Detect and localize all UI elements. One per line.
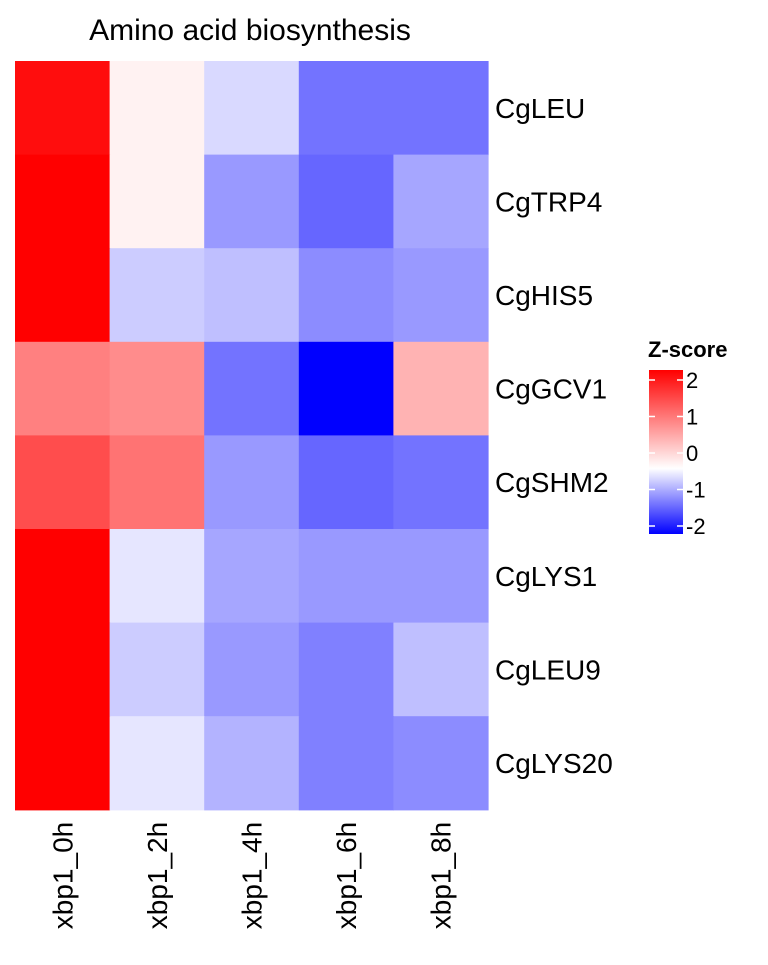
heatmap-cell-CgGCV1-xbp1_0h xyxy=(15,341,111,436)
legend-tick-label: -1 xyxy=(686,478,706,503)
heatmap-cell-CgGCV1-xbp1_8h xyxy=(393,341,489,436)
row-labels: CgLEU CgTRP4 CgHIS5 CgGCV1 CgSHM2 CgLYS1 CgLEU… xyxy=(495,93,613,779)
legend-colorbar xyxy=(649,370,683,534)
heatmap-cell-CgLYS20-xbp1_8h xyxy=(393,716,489,811)
legend-tick-label: -2 xyxy=(686,514,706,539)
heatmap-cell-CgLYS1-xbp1_0h xyxy=(15,529,111,624)
heatmap-cell-CgTRP4-xbp1_6h xyxy=(298,154,394,249)
heatmap-cell-CgLYS20-xbp1_4h xyxy=(204,716,300,811)
heatmap-cell-CgLEU-xbp1_0h xyxy=(15,61,111,156)
row-label: CgSHM2 xyxy=(495,467,609,498)
row-label: CgTRP4 xyxy=(495,186,602,217)
legend-ticks: 2 1 0 -1 -2 xyxy=(649,368,706,539)
heatmap-cell-CgLYS20-xbp1_2h xyxy=(109,716,205,811)
row-label: CgHIS5 xyxy=(495,280,593,311)
heatmap-cell-CgLYS1-xbp1_8h xyxy=(393,529,489,624)
heatmap-cell-CgLEU-xbp1_6h xyxy=(298,61,394,156)
heatmap-cell-CgSHM2-xbp1_2h xyxy=(109,435,205,530)
heatmap-cells xyxy=(15,61,489,811)
heatmap-cell-CgLEU9-xbp1_6h xyxy=(298,622,394,717)
heatmap-cell-CgLYS1-xbp1_6h xyxy=(298,529,394,624)
heatmap-cell-CgLEU9-xbp1_4h xyxy=(204,622,300,717)
heatmap-cell-CgLEU-xbp1_4h xyxy=(204,61,300,156)
heatmap-cell-CgGCV1-xbp1_4h xyxy=(204,341,300,436)
color-legend: Z-score 2 1 0 -1 -2 xyxy=(648,337,727,539)
heatmap-cell-CgLYS1-xbp1_2h xyxy=(109,529,205,624)
row-label: CgGCV1 xyxy=(495,374,607,405)
heatmap-cell-CgSHM2-xbp1_8h xyxy=(393,435,489,530)
legend-tick-label: 2 xyxy=(686,368,698,393)
heatmap-cell-CgTRP4-xbp1_0h xyxy=(15,154,111,249)
heatmap-cell-CgSHM2-xbp1_6h xyxy=(298,435,394,530)
heatmap-cell-CgHIS5-xbp1_2h xyxy=(109,248,205,343)
heatmap-cell-CgLYS20-xbp1_0h xyxy=(15,716,111,811)
heatmap-cell-CgHIS5-xbp1_0h xyxy=(15,248,111,343)
heatmap-cell-CgTRP4-xbp1_2h xyxy=(109,154,205,249)
heatmap-cell-CgTRP4-xbp1_8h xyxy=(393,154,489,249)
column-label: xbp1_0h xyxy=(47,822,78,929)
heatmap-cell-CgLEU-xbp1_8h xyxy=(393,61,489,156)
column-label: xbp1_2h xyxy=(142,822,173,929)
heatmap-cell-CgHIS5-xbp1_6h xyxy=(298,248,394,343)
row-label: CgLYS20 xyxy=(495,748,613,779)
heatmap-cell-CgTRP4-xbp1_4h xyxy=(204,154,300,249)
column-label: xbp1_6h xyxy=(331,822,362,929)
heatmap-cell-CgLEU9-xbp1_8h xyxy=(393,622,489,717)
chart-title: Amino acid biosynthesis xyxy=(89,14,411,47)
heatmap-cell-CgHIS5-xbp1_8h xyxy=(393,248,489,343)
legend-title: Z-score xyxy=(648,337,727,362)
heatmap-cell-CgHIS5-xbp1_4h xyxy=(204,248,300,343)
row-label: CgLEU9 xyxy=(495,654,601,685)
legend-tick-label: 1 xyxy=(686,405,698,430)
heatmap-cell-CgLYS20-xbp1_6h xyxy=(298,716,394,811)
heatmap-cell-CgSHM2-xbp1_4h xyxy=(204,435,300,530)
heatmap-cell-CgSHM2-xbp1_0h xyxy=(15,435,111,530)
legend-tick-label: 0 xyxy=(686,441,698,466)
heatmap-cell-CgLEU9-xbp1_2h xyxy=(109,622,205,717)
column-label: xbp1_8h xyxy=(426,822,457,929)
heatmap-cell-CgLYS1-xbp1_4h xyxy=(204,529,300,624)
row-label: CgLYS1 xyxy=(495,561,597,592)
heatmap-cell-CgGCV1-xbp1_6h xyxy=(298,341,394,436)
heatmap-cell-CgLEU9-xbp1_0h xyxy=(15,622,111,717)
row-label: CgLEU xyxy=(495,93,585,124)
heatmap-cell-CgLEU-xbp1_2h xyxy=(109,61,205,156)
column-label: xbp1_4h xyxy=(237,822,268,929)
heatmap-cell-CgGCV1-xbp1_2h xyxy=(109,341,205,436)
column-labels: xbp1_0h xbp1_2h xbp1_4h xbp1_6h xbp1_8h xyxy=(47,822,456,929)
